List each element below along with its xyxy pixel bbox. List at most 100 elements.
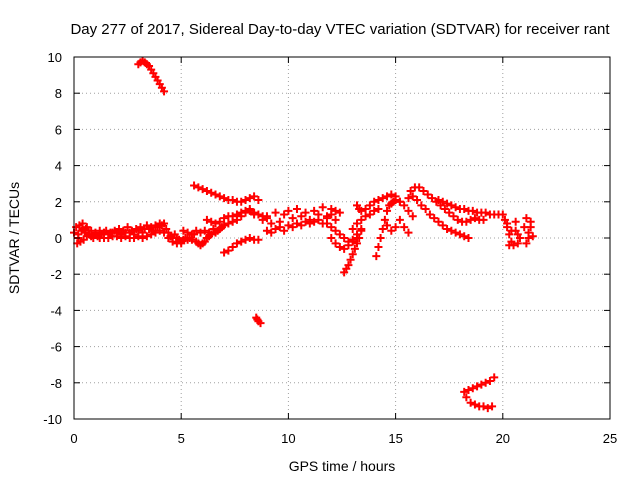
data-point <box>253 315 262 324</box>
data-point <box>361 205 370 214</box>
data-point <box>466 398 475 407</box>
data-point <box>262 226 271 235</box>
data-point <box>275 223 284 232</box>
data-point <box>438 221 447 230</box>
data-point <box>78 224 87 233</box>
y-tick-label: 2 <box>55 195 62 210</box>
y-tick-label: -8 <box>50 376 62 391</box>
data-point <box>284 221 293 230</box>
data-point <box>511 217 520 226</box>
data-point <box>202 215 211 224</box>
data-point <box>395 215 404 224</box>
data-point <box>305 219 314 228</box>
data-point <box>470 400 479 409</box>
data-point <box>404 228 413 237</box>
data-point <box>383 206 392 215</box>
y-tick-label: -2 <box>50 267 62 282</box>
data-point <box>370 206 379 215</box>
data-point <box>451 228 460 237</box>
data-point <box>331 226 340 235</box>
data-point <box>395 197 404 206</box>
data-point <box>232 215 241 224</box>
data-point <box>245 206 254 215</box>
data-point <box>348 250 357 259</box>
data-point <box>310 206 319 215</box>
data-point <box>331 206 340 215</box>
data-point <box>179 226 188 235</box>
data-point <box>310 217 319 226</box>
data-point <box>267 219 276 228</box>
data-point <box>232 239 241 248</box>
x-axis-label: GPS time / hours <box>289 458 396 474</box>
data-point <box>115 224 124 233</box>
data-point <box>488 402 497 411</box>
data-point <box>419 186 428 195</box>
data-point <box>479 215 488 224</box>
data-point <box>344 261 353 270</box>
data-point <box>440 205 449 214</box>
data-point <box>220 248 229 257</box>
data-point <box>237 212 246 221</box>
data-point <box>215 217 224 226</box>
data-point <box>183 228 192 237</box>
data-point <box>460 232 469 241</box>
data-point <box>355 234 364 242</box>
data-point <box>400 223 409 232</box>
y-tick-label: 0 <box>55 231 62 246</box>
data-point <box>460 387 469 396</box>
data-point <box>177 239 186 248</box>
data-point <box>271 224 280 233</box>
data-point <box>160 228 169 237</box>
data-point <box>220 214 229 223</box>
data-point <box>415 183 424 192</box>
data-point <box>477 380 486 389</box>
data-point <box>136 223 145 232</box>
data-point <box>365 201 374 210</box>
data-point <box>331 239 340 248</box>
data-point <box>387 190 396 199</box>
data-point <box>485 376 494 385</box>
data-point <box>215 192 224 201</box>
data-point <box>378 194 387 203</box>
x-tick-label: 25 <box>603 431 617 446</box>
data-point <box>301 208 310 217</box>
data-point <box>292 219 301 228</box>
data-point <box>438 197 447 206</box>
data-point <box>327 210 336 219</box>
data-point <box>211 228 220 237</box>
x-tick-label: 15 <box>388 431 402 446</box>
data-point <box>112 232 121 241</box>
data-point <box>314 215 323 224</box>
data-point <box>447 226 456 235</box>
x-tick-label: 10 <box>281 431 295 446</box>
x-tick-label: 5 <box>178 431 185 446</box>
data-point <box>288 214 297 223</box>
data-point <box>391 223 400 232</box>
data-point <box>202 186 211 195</box>
data-point <box>142 232 151 241</box>
data-point <box>378 224 387 233</box>
data-points <box>70 56 537 413</box>
data-point <box>190 181 199 190</box>
data-point <box>455 230 464 239</box>
data-point <box>327 234 336 242</box>
data-point <box>404 194 413 203</box>
data-point <box>425 210 434 219</box>
axis-ticks: 0 5 10 15 20 25 -10 -8 -6 -4 -2 0 2 4 6 8 10 <box>43 50 617 446</box>
data-point <box>470 214 479 223</box>
data-point <box>464 386 473 395</box>
data-point <box>160 87 169 96</box>
y-tick-label: -10 <box>43 412 62 427</box>
data-point <box>108 228 117 237</box>
y-tick-label: -6 <box>50 340 62 355</box>
data-point <box>147 230 156 239</box>
data-point <box>466 215 475 224</box>
y-tick-label: -4 <box>50 303 62 318</box>
data-point <box>297 212 306 221</box>
data-point <box>267 228 276 237</box>
data-point <box>200 226 209 235</box>
data-point <box>468 384 477 393</box>
data-point <box>374 205 383 214</box>
